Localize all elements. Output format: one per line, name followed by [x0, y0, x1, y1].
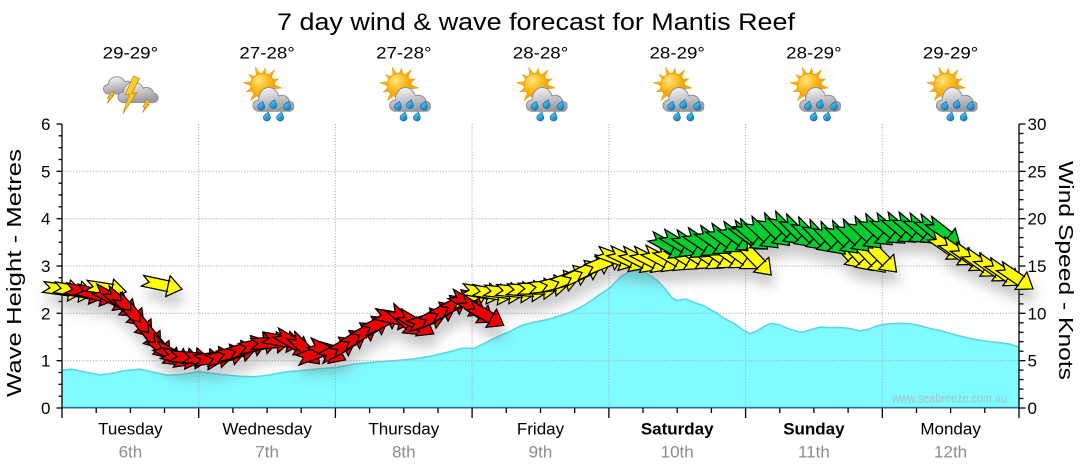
svg-text:30: 30 — [1028, 115, 1047, 134]
svg-text:www.seabreeze.com.au: www.seabreeze.com.au — [891, 392, 1007, 406]
svg-text:7th: 7th — [255, 443, 279, 462]
svg-text:5: 5 — [1028, 352, 1037, 371]
svg-text:10: 10 — [1028, 304, 1047, 323]
svg-text:29-29°: 29-29° — [103, 44, 158, 63]
svg-text:7 day wind & wave forecast for: 7 day wind & wave forecast for Mantis Re… — [277, 9, 795, 36]
svg-text:Wind Speed - Knots: Wind Speed - Knots — [1054, 161, 1076, 380]
svg-text:28-29°: 28-29° — [786, 44, 841, 63]
svg-text:Wednesday: Wednesday — [222, 420, 312, 439]
svg-text:1: 1 — [41, 352, 50, 371]
svg-text:9th: 9th — [529, 443, 553, 462]
svg-text:2: 2 — [41, 304, 50, 323]
svg-text:Sunday: Sunday — [783, 420, 845, 439]
svg-text:4: 4 — [41, 210, 50, 229]
svg-text:8th: 8th — [392, 443, 416, 462]
svg-text:Thursday: Thursday — [368, 420, 439, 439]
svg-text:20: 20 — [1028, 210, 1047, 229]
svg-text:25: 25 — [1028, 162, 1047, 181]
svg-text:5: 5 — [41, 162, 50, 181]
svg-text:28-28°: 28-28° — [513, 44, 568, 63]
svg-text:Friday: Friday — [517, 420, 565, 439]
svg-text:Monday: Monday — [920, 420, 981, 439]
svg-text:Wave Height - Metres: Wave Height - Metres — [4, 149, 26, 397]
svg-text:Tuesday: Tuesday — [98, 420, 163, 439]
svg-text:0: 0 — [41, 399, 50, 418]
svg-text:28-29°: 28-29° — [650, 44, 705, 63]
svg-text:6: 6 — [41, 115, 50, 134]
svg-text:15: 15 — [1028, 257, 1047, 276]
svg-text:11th: 11th — [798, 443, 830, 462]
svg-text:0: 0 — [1028, 399, 1037, 418]
svg-text:27-28°: 27-28° — [376, 44, 431, 63]
svg-text:12th: 12th — [934, 443, 967, 462]
svg-text:10th: 10th — [661, 443, 694, 462]
svg-text:Saturday: Saturday — [641, 420, 714, 439]
svg-text:29-29°: 29-29° — [923, 44, 978, 63]
svg-text:3: 3 — [41, 257, 50, 276]
svg-text:6th: 6th — [119, 443, 143, 462]
svg-text:27-28°: 27-28° — [239, 44, 294, 63]
